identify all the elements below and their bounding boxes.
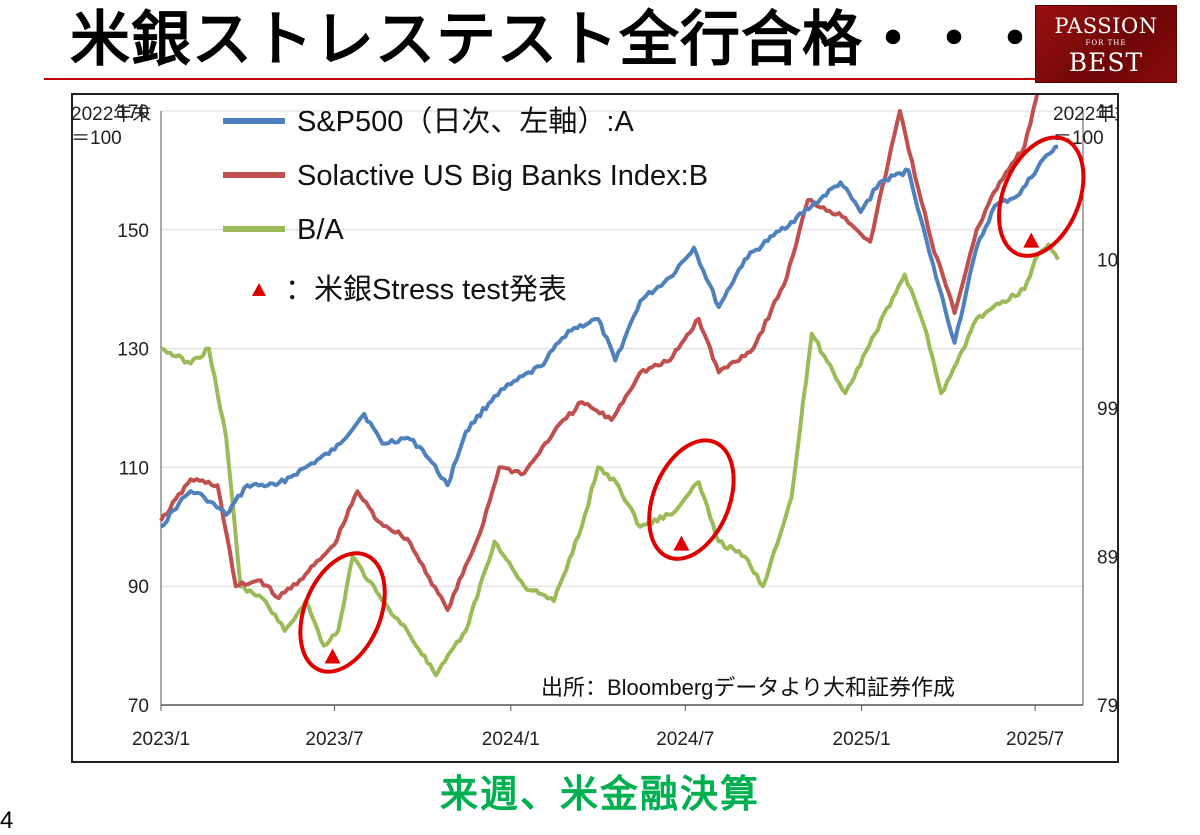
x-tick-label: 2023/1 <box>132 729 190 750</box>
stress-test-marker <box>1023 232 1040 248</box>
slide-title: 米銀ストレステスト全行合格・・・ <box>70 5 1046 75</box>
title-underline <box>44 78 1044 80</box>
stress-test-marker <box>324 648 341 664</box>
y-right-tick-label: 119 <box>1097 102 1117 123</box>
highlight-ellipse <box>298 551 387 674</box>
right-axis-unit-label: ＝100 <box>1053 128 1104 149</box>
x-tick-label: 2024/7 <box>656 729 714 750</box>
y-right-tick-label: 109 <box>1097 251 1117 272</box>
y-right-tick-label: 79 <box>1097 696 1117 717</box>
chart-svg: 70 90 110 130 150 170 79 89 99 109 119 2023/1 2023/7… <box>73 95 1117 750</box>
logo-line-1: PASSION <box>1054 14 1158 38</box>
y-left-tick-label: 170 <box>117 102 149 123</box>
highlight-ellipse <box>997 135 1086 258</box>
legend-label: B/A <box>297 214 344 246</box>
x-tick-label: 2025/7 <box>1006 729 1064 750</box>
slide-subtitle: 来週、米金融決算 <box>439 772 760 816</box>
y-left-tick-label: 130 <box>117 340 149 361</box>
series-line-banks <box>159 95 1040 612</box>
series-line-ratio <box>160 242 1060 678</box>
legend-marker-swatch <box>252 283 266 296</box>
chart-frame: 70 90 110 130 150 170 79 89 99 109 119 2023/1 2023/7… <box>71 93 1119 763</box>
left-axis-unit-label: 2022年末 <box>73 103 151 125</box>
y-left-tick-label: 150 <box>117 221 149 242</box>
right-axis-unit-label: 2022年末 <box>1053 103 1117 125</box>
page-number: 4 <box>0 807 14 834</box>
source-note: 出所：Bloombergデータより大和証券作成 <box>541 675 955 700</box>
stress-test-marker <box>673 535 690 551</box>
brand-logo: PASSION FOR THE BEST <box>1035 5 1177 83</box>
y-left-tick-label: 110 <box>119 458 149 479</box>
y-right-tick-label: 99 <box>1097 399 1117 420</box>
y-right-tick-label: 89 <box>1097 548 1117 569</box>
highlight-ellipse <box>647 438 736 561</box>
x-tick-label: 2024/1 <box>482 729 540 750</box>
series-line-sp500 <box>159 144 1059 529</box>
legend-label: S&P500（日次、左軸）:A <box>297 105 634 138</box>
y-left-tick-label: 90 <box>128 577 149 598</box>
left-axis-unit-label: ＝100 <box>73 128 122 149</box>
x-tick-label: 2025/1 <box>833 729 891 750</box>
y-left-tick-label: 70 <box>128 696 149 717</box>
x-tick-label: 2023/7 <box>305 729 363 750</box>
logo-line-2: FOR THE <box>1085 39 1127 47</box>
logo-line-3: BEST <box>1068 48 1144 77</box>
legend-marker-label: ：米銀Stress test発表 <box>285 273 567 306</box>
legend-label: Solactive US Big Banks Index:B <box>297 160 708 192</box>
